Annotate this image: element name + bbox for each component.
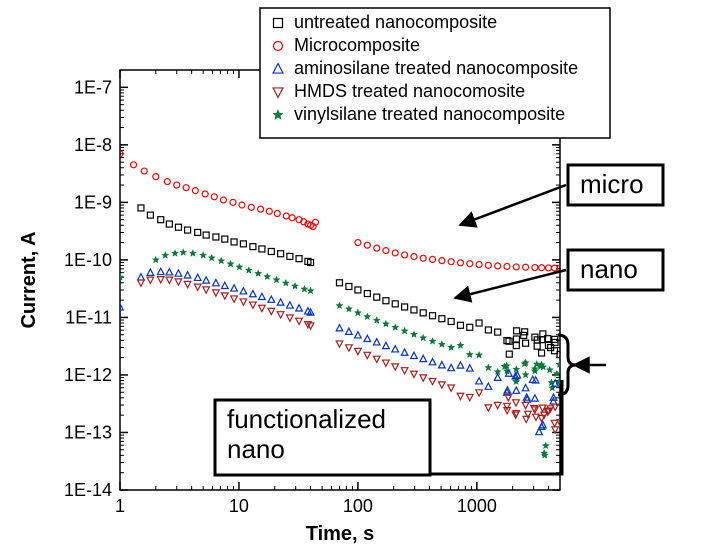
legend-label: untreated nanocomposite bbox=[294, 12, 497, 32]
chart-container: { "chart": { "type": "scatter", "xlabel"… bbox=[0, 0, 710, 554]
legend-label: aminosilane treated nanocomposite bbox=[294, 58, 578, 78]
annotation-lead bbox=[430, 380, 562, 474]
y-tick-label: 1E-13 bbox=[64, 422, 112, 442]
annotation-text-func: nano bbox=[227, 434, 285, 464]
x-tick-label: 1000 bbox=[457, 496, 497, 516]
annotation-arrow-micro bbox=[460, 185, 566, 225]
y-tick-label: 1E-12 bbox=[64, 365, 112, 385]
annotation-text-nano: nano bbox=[580, 254, 638, 284]
y-tick-label: 1E-7 bbox=[74, 77, 112, 97]
y-tick-label: 1E-10 bbox=[64, 250, 112, 270]
x-tick-label: 1 bbox=[115, 496, 125, 516]
x-tick-label: 10 bbox=[229, 496, 249, 516]
y-axis-label: Current, A bbox=[18, 231, 40, 328]
annotation-text-func: functionalized bbox=[227, 404, 386, 434]
y-tick-label: 1E-14 bbox=[64, 480, 112, 500]
x-tick-label: 100 bbox=[343, 496, 373, 516]
annotation-text-micro: micro bbox=[580, 169, 644, 199]
legend-label: Microcomposite bbox=[294, 35, 420, 55]
annotation-arrow-nano bbox=[455, 270, 566, 298]
y-tick-label: 1E-8 bbox=[74, 135, 112, 155]
scatter-chart: 1 10 100 1000 1E-7 1E-8 1E-9 1E-10 1E-11 1E-12 1E-… bbox=[0, 0, 710, 554]
y-tick-label: 1E-11 bbox=[65, 307, 112, 327]
y-tick-label: 1E-9 bbox=[74, 192, 112, 212]
x-axis-label: Time, s bbox=[306, 523, 375, 545]
legend-label: HMDS treated nanocomosite bbox=[294, 81, 525, 101]
legend-label: vinylsilane treated nanocomposite bbox=[294, 104, 565, 124]
